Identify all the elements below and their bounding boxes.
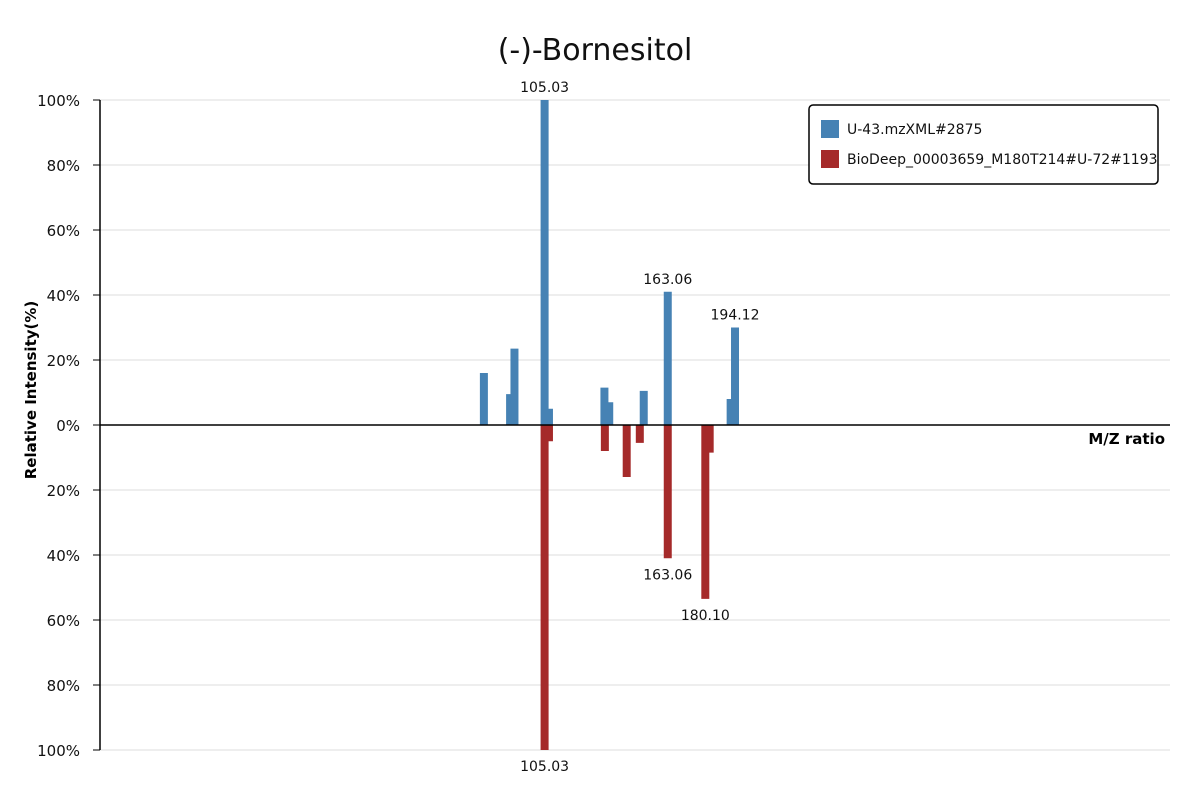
query-peak-label: 105.03 [520,80,569,96]
legend-swatch-reference [821,150,839,168]
query-peak-bar [506,394,515,425]
reference-peak-label: 105.03 [520,759,569,775]
query-peak-bar [510,348,519,425]
reference-peak-bar [540,425,549,750]
legend-box [808,104,1159,185]
chart-title: (-)-Bornesitol [498,33,693,68]
legend-label-reference: BioDeep_00003659_M180T214#U-72#1193 [847,152,1158,168]
reference-peak-bar [622,425,631,477]
reference-peak-bar [600,425,609,451]
y-tick-label: 80% [47,157,80,175]
query-peak-bar [726,399,735,425]
y-tick-label: 20% [47,482,80,500]
grid-lines [93,99,1170,751]
y-tick-label: 40% [47,287,80,305]
reference-peak-bar [701,425,710,599]
y-tick-label: 100% [37,92,80,110]
y-tick-label: 60% [47,222,80,240]
y-tick-label: 0% [56,417,80,435]
query-peak-bar [731,327,740,425]
reference-peak-bar [705,425,714,453]
query-peak-bar [479,373,488,425]
y-tick-label: 40% [47,547,80,565]
legend: U-43.mzXML#2875 BioDeep_00003659_M180T21… [808,104,1159,185]
y-tick-labels: 100% 80% 60% 40% 20% 0% 20% 40% 60% 80% 100% [37,92,80,760]
reference-peak-bar [544,425,553,442]
y-tick-label: 80% [47,677,80,695]
y-axis-title: Relative Intensity(%) [22,301,40,480]
legend-swatch-query [821,120,839,138]
query-peak-label: 194.12 [711,308,760,324]
query-peak-bar [544,408,553,425]
y-tick-label: 60% [47,612,80,630]
query-peak-bar [605,402,614,425]
y-tick-label: 20% [47,352,80,370]
y-tick-label: 100% [37,742,80,760]
peak-labels: 105.03 163.06 194.12 105.03 163.06 180.10 [520,80,759,775]
reference-peak-label: 163.06 [643,567,692,583]
reference-peak-bar [663,425,672,559]
query-peak-bar [600,387,609,425]
legend-label-query: U-43.mzXML#2875 [847,122,982,138]
query-peak-bar [540,100,549,425]
peak-bars [479,100,740,750]
x-axis-title: M/Z ratio [1088,430,1165,448]
query-peak-label: 163.06 [643,272,692,288]
reference-peak-label: 180.10 [681,608,730,624]
query-peak-bar [639,390,648,425]
query-peak-bar [663,291,672,425]
reference-peak-bar [635,425,644,443]
